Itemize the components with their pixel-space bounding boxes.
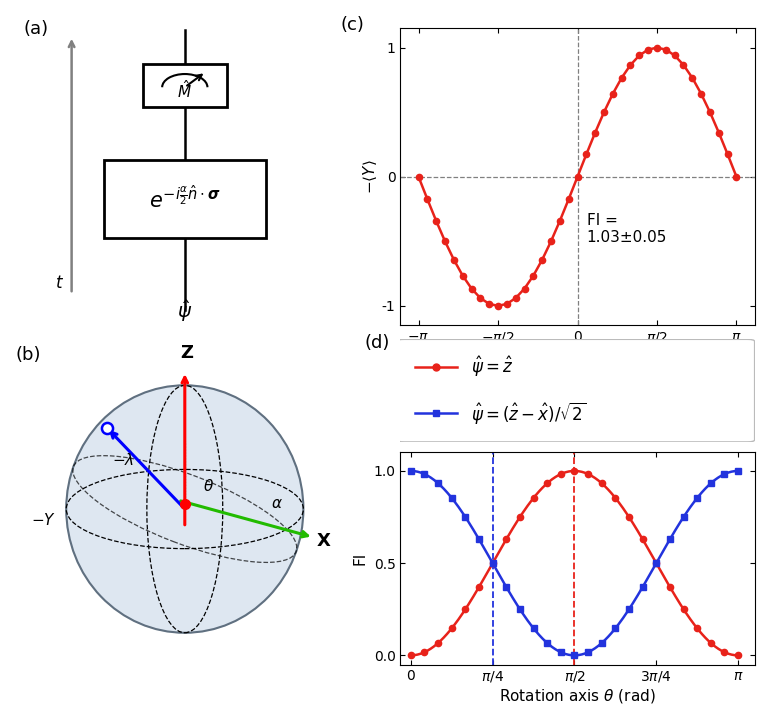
Text: Z: Z <box>180 344 193 362</box>
Text: X: X <box>316 532 330 550</box>
Text: $\hat{\psi} = \hat{z}$: $\hat{\psi} = \hat{z}$ <box>471 355 514 380</box>
Bar <box>104 160 266 238</box>
X-axis label: Rotation axis $\theta$ (rad): Rotation axis $\theta$ (rad) <box>499 687 656 705</box>
Text: $t$: $t$ <box>55 274 65 292</box>
FancyBboxPatch shape <box>397 339 755 442</box>
Text: $\hat{\psi} = (\hat{z} - \hat{x})/\sqrt{2}$: $\hat{\psi} = (\hat{z} - \hat{x})/\sqrt{… <box>471 400 587 426</box>
Text: (b): (b) <box>15 346 41 364</box>
X-axis label: Rotation angle $\alpha$ (rad): Rotation angle $\alpha$ (rad) <box>493 351 662 370</box>
Text: $-\lambda$: $-\lambda$ <box>112 452 134 467</box>
Text: (d): (d) <box>365 334 390 352</box>
Y-axis label: $-\langle Y \rangle$: $-\langle Y \rangle$ <box>361 160 379 194</box>
Text: $-Y$: $-Y$ <box>31 512 56 527</box>
Text: $\theta$: $\theta$ <box>203 478 215 494</box>
Bar <box>142 64 227 107</box>
Text: $\hat{M}$: $\hat{M}$ <box>177 78 192 100</box>
Text: $\hat{\psi}$: $\hat{\psi}$ <box>177 298 192 324</box>
Y-axis label: FI: FI <box>353 552 368 565</box>
Text: FI =
1.03±0.05: FI = 1.03±0.05 <box>587 213 667 245</box>
Text: $\alpha$: $\alpha$ <box>271 496 283 511</box>
Circle shape <box>66 385 303 633</box>
Text: $e^{-i\frac{\alpha}{2}\hat{n}\cdot\boldsymbol{\sigma}}$: $e^{-i\frac{\alpha}{2}\hat{n}\cdot\bolds… <box>149 186 221 213</box>
Text: (c): (c) <box>340 16 364 35</box>
Text: (a): (a) <box>23 21 49 38</box>
